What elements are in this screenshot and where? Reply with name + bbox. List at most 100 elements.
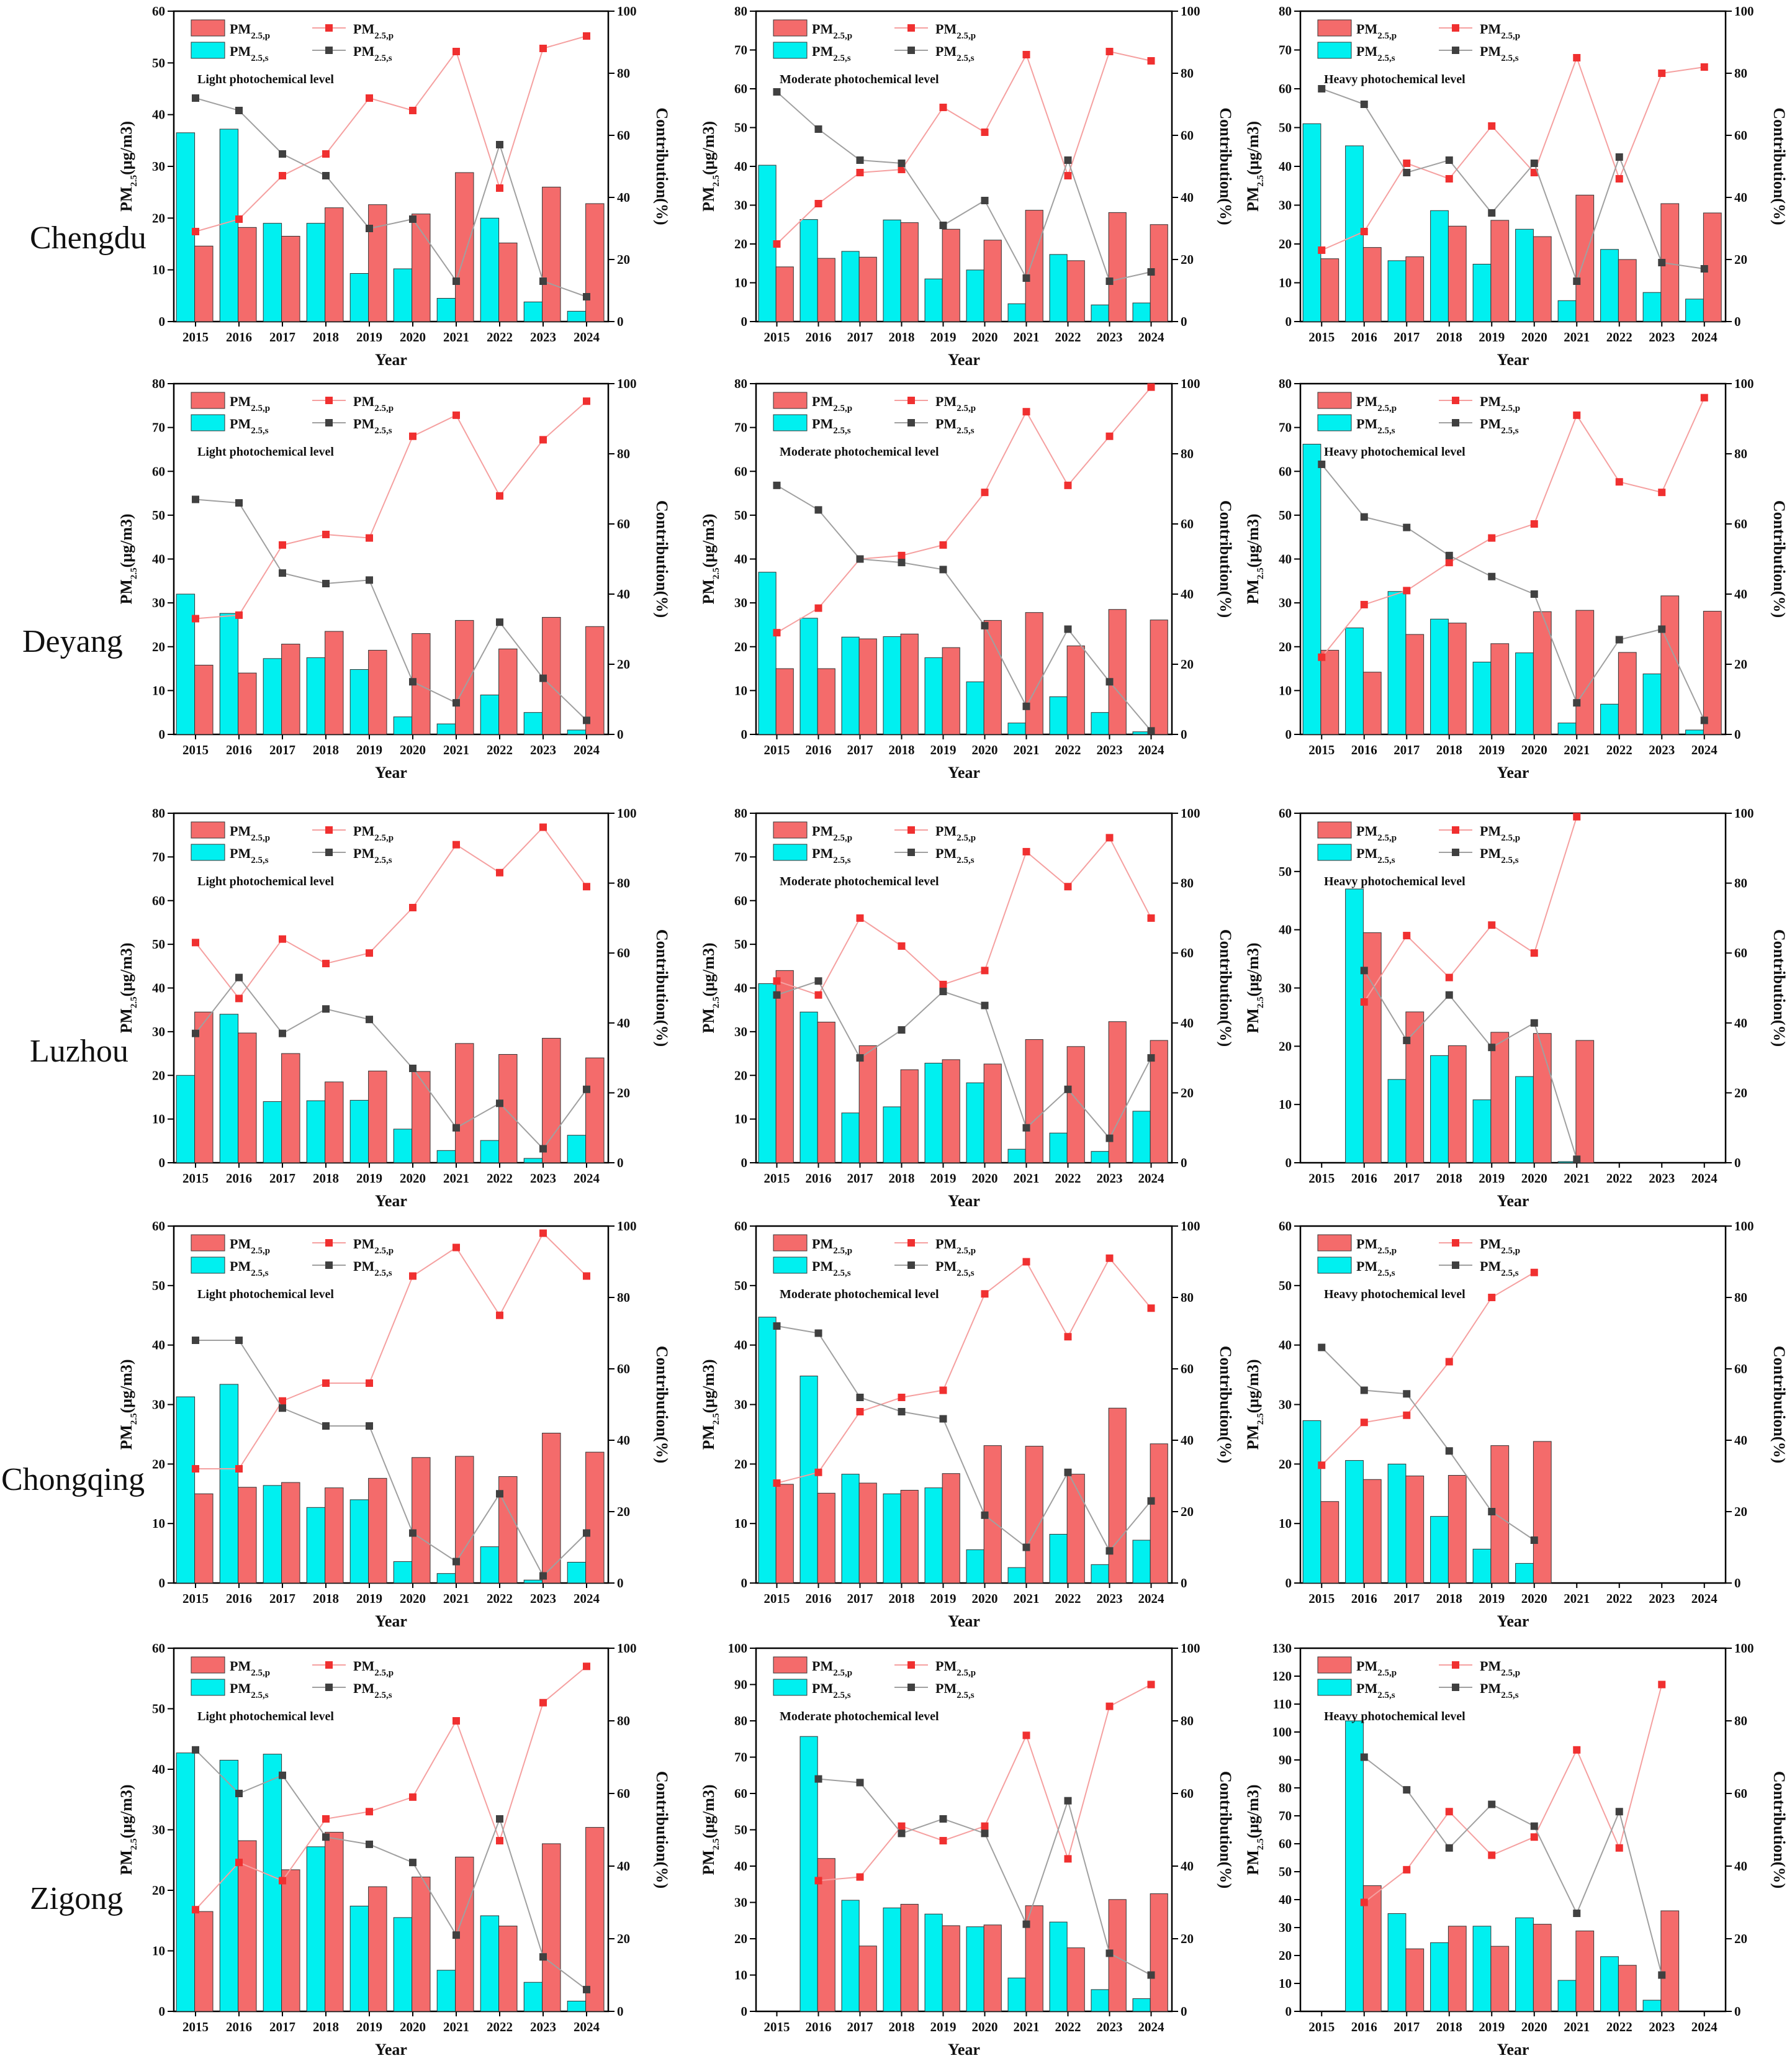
y-axis-label-right: Contribution(%) (1770, 929, 1788, 1047)
y-axis-label-left: PM2.5(μg/m3) (117, 1359, 139, 1450)
left-tick-label: 30 (152, 1823, 165, 1838)
contribution-pm25-p-point (1360, 600, 1368, 608)
bar-pm25-s (480, 1140, 500, 1163)
pm-subscript: 2.5,s (1377, 855, 1395, 865)
pm-subscript: 2.5,s (1377, 53, 1395, 63)
x-tick-label: 2021 (1014, 1591, 1040, 1606)
contribution-pm25-s-point (1658, 625, 1666, 633)
bar-pm25-s (567, 729, 587, 735)
legend-marker-p (907, 24, 915, 32)
bar-pm25-s (1049, 1921, 1068, 2012)
x-tick-label: 2024 (1138, 1171, 1165, 1186)
bar-pm25-s (1430, 1942, 1449, 2012)
pm-subscript: 2.5,s (374, 53, 392, 63)
pm-subscript: 2.5,p (1501, 404, 1520, 413)
legend-swatch-bar-p (1317, 1656, 1352, 1674)
contribution-pm25-p-point (814, 200, 822, 207)
right-tick-label: 0 (617, 314, 624, 329)
legend-marker-s (907, 1261, 915, 1269)
pm-prefix: PM (353, 1236, 374, 1252)
x-tick-label: 2022 (1606, 2019, 1632, 2034)
legend-label-bar-s: PM2.5,s (230, 416, 269, 436)
left-tick-label: 50 (152, 508, 165, 523)
bar-pm25-s (1007, 723, 1026, 735)
left-tick-label: 30 (1279, 1920, 1292, 1935)
pm-subscript: 2.5,p (251, 1668, 270, 1678)
contribution-pm25-s-point (322, 1833, 330, 1841)
legend-label-bar-p: PM2.5,p (812, 394, 852, 413)
bar-pm25-p (983, 620, 1002, 735)
contribution-pm25-p-line (195, 35, 587, 232)
x-tick-label: 2019 (930, 2019, 957, 2034)
bar-pm25-s (1515, 1563, 1534, 1584)
x-tick-label: 2017 (1394, 1591, 1420, 1606)
bar-pm25-p (542, 186, 561, 322)
contribution-pm25-p-point (981, 129, 989, 136)
right-tick-label: 20 (617, 1931, 630, 1946)
right-tick-label: 80 (617, 1713, 630, 1728)
x-tick-label: 2020 (400, 1171, 426, 1186)
pm-subscript: 2.5 (129, 1838, 139, 1850)
contribution-pm25-s-point (1403, 1390, 1411, 1398)
x-tick-label: 2024 (1138, 330, 1165, 345)
x-tick-label: 2018 (1436, 2019, 1462, 2034)
pm-subscript: 2.5,p (374, 1246, 394, 1256)
right-tick-label: 0 (1734, 727, 1741, 742)
bar-pm25-p (325, 1831, 344, 2012)
contribution-pm25-s-point (539, 1145, 547, 1153)
y-axis-label-left: PM2.5(μg/m3) (117, 121, 139, 212)
bar-pm25-s (1685, 729, 1704, 735)
bar-pm25-s (1430, 1055, 1449, 1163)
pm-subscript: 2.5,p (957, 833, 976, 843)
legend-label-line-p: PM2.5,p (935, 1658, 976, 1678)
pm-prefix: PM (230, 1658, 251, 1674)
x-tick-label: 2018 (1436, 330, 1462, 345)
contribution-pm25-p-point (773, 977, 781, 985)
bar-pm25-s (1387, 1079, 1407, 1163)
bar-pm25-s (263, 1754, 282, 2012)
left-tick-label: 80 (1279, 376, 1292, 391)
y-axis-label-left: PM2.5(μg/m3) (1244, 513, 1266, 604)
bar-pm25-s (924, 1063, 943, 1163)
x-tick-label: 2023 (530, 742, 556, 757)
pm-subscript: 2.5,p (1377, 1668, 1397, 1678)
bar-pm25-s (219, 1759, 239, 2012)
x-tick-label: 2018 (313, 330, 339, 345)
left-tick-label: 50 (152, 1278, 165, 1293)
left-tick-label: 30 (1279, 198, 1292, 213)
legend-label-bar-p: PM2.5,p (1356, 1658, 1397, 1678)
pm-prefix: PM (1356, 1658, 1377, 1674)
x-tick-label: 2016 (1351, 2019, 1377, 2034)
contribution-pm25-s-line (777, 1325, 1152, 1553)
right-tick-label: 0 (1181, 727, 1187, 742)
bar-pm25-s (1091, 304, 1109, 322)
bar-pm25-s (1515, 1076, 1534, 1163)
contribution-pm25-s-point (856, 1394, 864, 1401)
legend-marker-p (907, 1661, 915, 1669)
pm-prefix: PM (812, 416, 833, 431)
pm-prefix: PM (117, 1008, 135, 1033)
bar-pm25-s (883, 1493, 901, 1584)
contribution-pm25-s-point (235, 1790, 243, 1797)
bar-pm25-p (775, 668, 794, 735)
left-tick-label: 40 (1279, 1892, 1292, 1907)
bar-pm25-s (758, 572, 777, 735)
contribution-pm25-p-point (235, 1859, 243, 1867)
legend-marker-s (907, 849, 915, 856)
pm-subscript: 2.5,s (957, 1268, 975, 1278)
chart-panel-deyang-0: 0 10 20 30 40 50 60 70 80 0 20 40 60 80 100 2015 2016 201… (117, 376, 671, 782)
contribution-pm25-p-point (539, 45, 547, 52)
left-tick-label: 70 (734, 849, 747, 864)
contribution-pm25-p-point (814, 991, 822, 999)
left-tick-label: 60 (152, 893, 165, 908)
legend-label-bar-s: PM2.5,s (1356, 1680, 1395, 1700)
bar-pm25-s (1515, 1917, 1534, 2012)
pm-suffix: (μg/m3) (117, 121, 135, 175)
pm-prefix: PM (230, 823, 251, 839)
legend-label-line-s: PM2.5,s (935, 1680, 975, 1700)
left-tick-label: 50 (1279, 864, 1292, 879)
contribution-pm25-p-point (496, 184, 503, 192)
left-tick-label: 30 (152, 159, 165, 174)
legend-swatch-bar-p (773, 1656, 808, 1674)
contribution-pm25-p-point (279, 1397, 286, 1405)
